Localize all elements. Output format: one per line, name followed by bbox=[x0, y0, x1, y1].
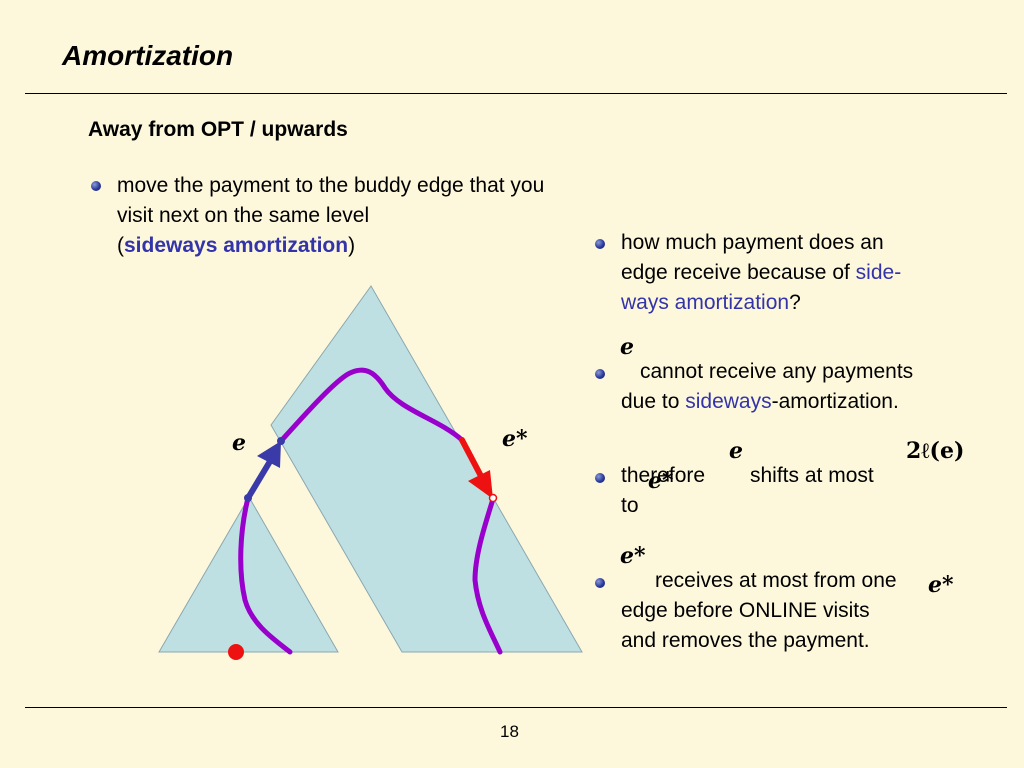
bullet-icon bbox=[595, 239, 605, 249]
blue-arrow-shaft bbox=[245, 455, 275, 501]
blue-arrowhead bbox=[257, 441, 281, 468]
math-label-estar: e* bbox=[620, 543, 646, 569]
right-bullet-1-text: how much payment does an edge receive be… bbox=[621, 231, 902, 314]
red-node-hollow bbox=[488, 493, 498, 503]
title-rule bbox=[25, 93, 1007, 94]
red-arrow-shaft bbox=[459, 437, 485, 481]
math-label-e: e bbox=[620, 334, 634, 360]
right-bullet-2-line2: due to sideways-amortization. bbox=[621, 390, 899, 413]
small-triangle bbox=[158, 496, 339, 653]
bullet-icon bbox=[595, 578, 605, 588]
large-triangle bbox=[270, 285, 583, 653]
right-bullet-4-line3: and removes the payment. bbox=[621, 629, 870, 652]
footer-rule bbox=[25, 707, 1007, 708]
right-bullet-3-line1a: therefore bbox=[621, 464, 706, 487]
diagram-label-estar: e* bbox=[502, 426, 528, 452]
right-bullet-3-line1b: shifts at most bbox=[750, 464, 874, 487]
left-bullet-line2: visit next on the same level bbox=[117, 204, 370, 227]
left-bullet-line3: (sideways amortization) bbox=[117, 234, 356, 257]
bullet-icon bbox=[91, 181, 101, 191]
math-estar-overlap: e* bbox=[648, 468, 674, 494]
slide-subtitle: Away from OPT / upwards bbox=[88, 118, 348, 141]
right-bullet-2-line1: cannot receive any payments bbox=[640, 360, 914, 383]
diagram-label-e: e bbox=[232, 430, 246, 456]
right-bullet-4-line1: receives at most from one bbox=[655, 569, 897, 592]
purple-path-left bbox=[238, 495, 293, 655]
red-arrowhead bbox=[468, 470, 493, 499]
bullet-icon bbox=[595, 473, 605, 483]
red-dot bbox=[228, 644, 244, 660]
blue-node-top bbox=[277, 437, 285, 445]
right-bullet-3-line2: to bbox=[621, 494, 639, 517]
blue-node-bottom bbox=[244, 494, 252, 502]
purple-path-top bbox=[278, 367, 465, 444]
bullet-icon bbox=[595, 369, 605, 379]
slide-title: Amortization bbox=[62, 40, 234, 71]
left-bullet-line1: move the payment to the buddy edge that … bbox=[117, 174, 545, 197]
sideways-amortization-term: sideways amortization bbox=[124, 234, 349, 257]
math-bound: 2ℓ(e) bbox=[906, 438, 965, 464]
page-number: 18 bbox=[500, 722, 519, 741]
purple-path-right bbox=[472, 496, 503, 655]
right-bullet-4-line2: edge before ONLINE visits bbox=[621, 599, 870, 622]
math-estar-inline: e* bbox=[928, 572, 954, 598]
left-bullet-text: move the payment to the buddy edge that … bbox=[117, 171, 544, 261]
math-e: e bbox=[729, 438, 743, 464]
